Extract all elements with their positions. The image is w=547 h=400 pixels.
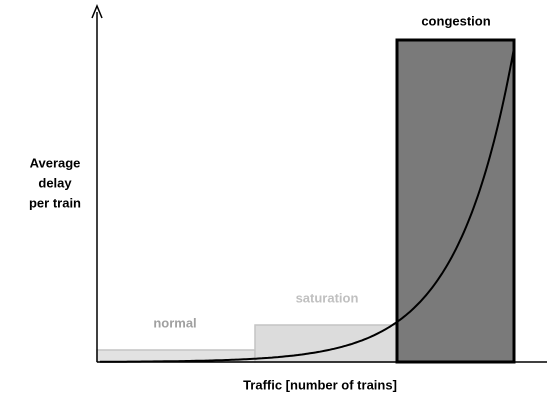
delay-curve — [100, 47, 515, 363]
congestion-label: congestion — [421, 13, 490, 28]
saturation-region — [254, 324, 398, 363]
normal-label: normal — [153, 315, 196, 330]
y-axis-label: Average — [30, 155, 81, 170]
saturation-label: saturation — [296, 290, 359, 305]
y-axis-arrow — [91, 4, 103, 19]
x-axis-label: Traffic [number of trains] — [243, 377, 397, 392]
congestion-region — [395, 38, 516, 364]
y-axis-label: delay — [38, 175, 72, 190]
y-axis-label: per train — [29, 195, 81, 210]
